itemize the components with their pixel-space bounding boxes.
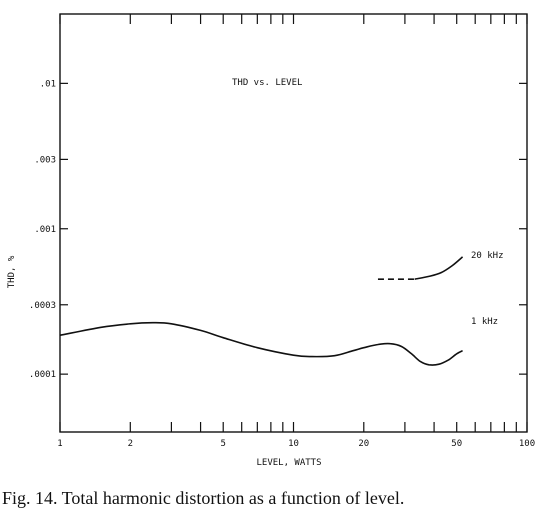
x-tick-label: 2 — [128, 439, 133, 449]
chart-title: THD vs. LEVEL — [232, 78, 302, 88]
x-axis-label: LEVEL, WATTS — [256, 458, 321, 468]
x-tick-label: 5 — [220, 439, 225, 449]
y-tick-label: .0001 — [29, 370, 56, 380]
x-tick-label: 100 — [519, 439, 535, 449]
y-tick-label: .003 — [34, 155, 56, 165]
plot-frame — [59, 13, 528, 433]
figure-caption: Fig. 14. Total harmonic distortion as a … — [2, 488, 405, 508]
x-tick-label: 20 — [358, 439, 369, 449]
thd-chart: 1 2 5 10 20 50 100 .01 .003 .001 .0003 .0001 THD v… — [7, 13, 535, 468]
series-layer — [59, 256, 464, 366]
series-line-1 — [414, 256, 464, 280]
y-tick-label: .001 — [34, 225, 56, 235]
y-axis-ticks: .01 .003 .001 .0003 .0001 — [29, 79, 527, 380]
y-axis-label: THD, % — [7, 255, 17, 288]
x-tick-label: 10 — [288, 439, 299, 449]
x-axis-ticks: 1 2 5 10 20 50 100 — [57, 14, 535, 449]
y-tick-label: .01 — [40, 79, 56, 89]
x-tick-label: 1 — [57, 439, 62, 449]
series-line-0 — [59, 321, 463, 366]
series-label-20khz: 20 kHz — [471, 251, 504, 261]
series-label-1khz: 1 kHz — [471, 317, 498, 327]
x-tick-label: 50 — [451, 439, 462, 449]
y-tick-label: .0003 — [29, 301, 56, 311]
